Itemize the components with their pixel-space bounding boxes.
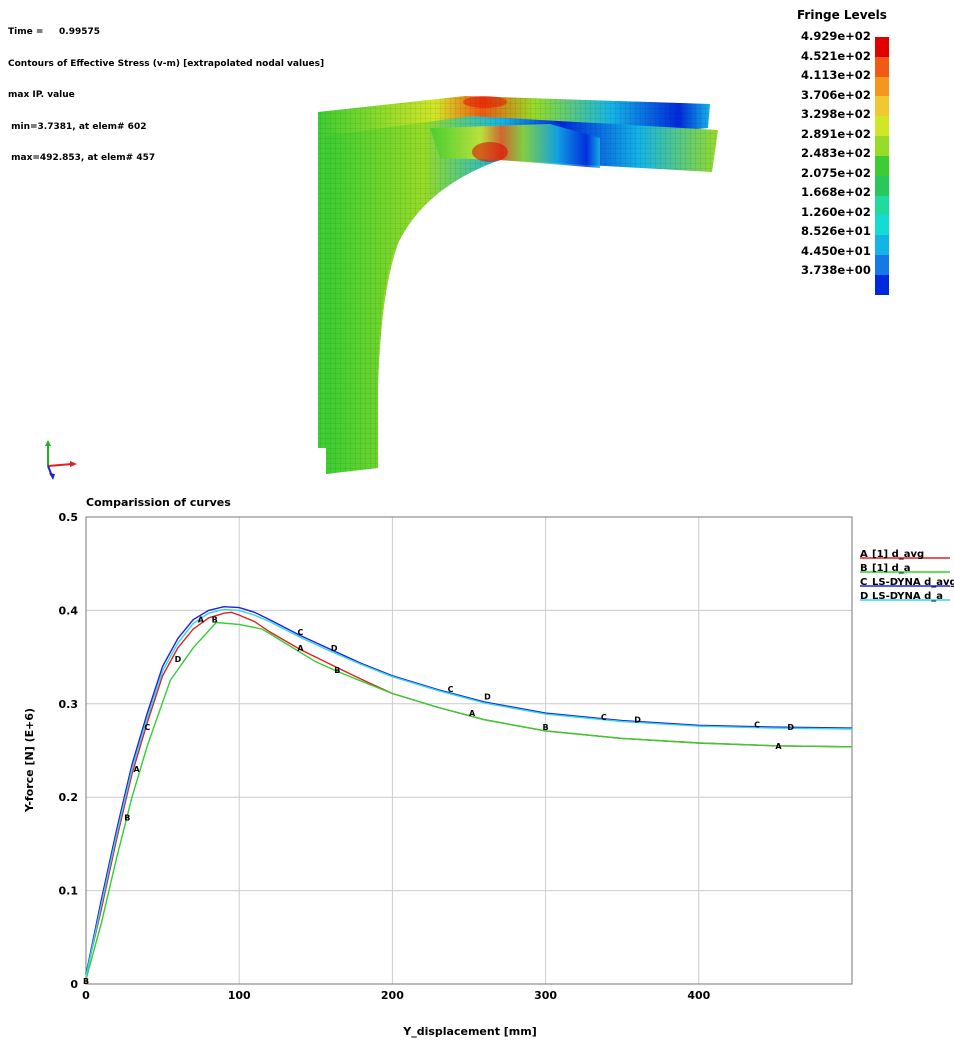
chart-title: Comparission of curves	[86, 496, 231, 509]
contour-type-line: Contours of Effective Stress (v-m) [extr…	[8, 58, 325, 69]
chart-grid	[85, 516, 852, 985]
series-marker-c: C	[448, 685, 454, 694]
series-marker-a: A	[133, 765, 140, 774]
fringe-level-label: 4.450e+01	[801, 243, 871, 258]
series-marker-b: B	[83, 977, 89, 986]
series-marker-d: D	[175, 655, 182, 664]
front-flange	[326, 96, 718, 474]
fringe-swatch	[875, 274, 889, 295]
fringe-level-label: 3.298e+02	[801, 107, 871, 121]
fringe-swatch	[875, 37, 889, 57]
legend-marker: C	[860, 577, 867, 588]
x-tick-label: 300	[534, 989, 557, 1002]
x-tick-label: 0	[82, 989, 90, 1002]
fringe-level-label: 8.526e+01	[801, 224, 871, 238]
series-marker-c: C	[754, 720, 760, 729]
fringe-swatch	[875, 96, 889, 117]
fringe-level-label: 1.668e+02	[801, 185, 871, 199]
legend-series-name: [1] d_a	[872, 563, 911, 574]
series-marker-b: B	[212, 616, 218, 625]
series-marker-d: D	[331, 644, 338, 653]
fringe-level-label: 3.738e+00	[801, 263, 871, 277]
series-marker-b: B	[124, 814, 130, 823]
x-tick-label: 400	[687, 989, 710, 1002]
axis-triad-icon	[45, 440, 77, 480]
series-marker-c: C	[601, 713, 607, 722]
tick-labels: 0 100 200 300 400 0 0.1 0.2 0.3 0.4 0.5	[59, 511, 711, 1002]
fringe-level-label: 2.075e+02	[801, 165, 871, 180]
fringe-level-label: 2.483e+02	[801, 146, 871, 160]
ip-value-line: max IP. value	[8, 90, 75, 100]
fringe-level-label: 4.521e+02	[801, 48, 871, 63]
legend-marker: A	[860, 549, 868, 560]
fringe-swatch	[875, 76, 889, 97]
comparison-chart: Comparission of curves 0 100 200 300 400 0 0.1…	[23, 496, 954, 1038]
fringe-swatch	[875, 255, 889, 275]
x-axis-label: Y_displacement [mm]	[402, 1025, 537, 1038]
contour-info: Time = 0.99575 Contours of Effective Str…	[8, 6, 324, 174]
series-marker-c: C	[144, 723, 150, 732]
y-tick-label: 0.4	[59, 604, 79, 617]
y-tick-label: 0.5	[59, 511, 79, 524]
max-line: max=492.853, at elem# 457	[8, 153, 156, 163]
x-tick-label: 200	[381, 989, 404, 1002]
y-tick-label: 0.3	[59, 698, 79, 711]
series-marker-c: C	[298, 628, 304, 637]
fringe-swatch	[875, 195, 889, 216]
legend-series-name: LS-DYNA d_a	[872, 591, 943, 602]
series-lines	[85, 605, 853, 980]
fringe-level-label: 4.929e+02	[801, 29, 871, 43]
series-marker-d: D	[787, 723, 794, 732]
fringe-swatch	[875, 136, 889, 156]
legend-series-name: [1] d_avg	[872, 549, 924, 560]
series-line-c	[85, 605, 853, 975]
fringe-swatch	[875, 235, 889, 256]
series-marker-d: D	[634, 716, 641, 725]
fringe-level-label: 1.260e+02	[801, 204, 871, 219]
time-line: Time = 0.99575	[8, 27, 101, 37]
y-axis-label: Y-force [N] (E+6)	[23, 708, 36, 813]
chart-legend: A [1] d_avg B [1] d_a C LS-DYNA d_avg D LS-DYNA…	[860, 549, 954, 602]
series-marker-a: A	[297, 644, 304, 653]
series-marker-b: B	[334, 666, 340, 675]
y-tick-label: 0	[70, 978, 78, 991]
series-line-a	[85, 611, 853, 975]
stress-contour-model	[318, 96, 718, 474]
fringe-level-label: 2.891e+02	[801, 126, 871, 141]
series-marker-a: A	[469, 709, 476, 718]
plot-frame	[85, 516, 853, 985]
fringe-labels: 4.929e+02 4.521e+02 4.113e+02 3.706e+02 3.29…	[801, 27, 871, 281]
y-tick-label: 0.2	[59, 791, 79, 804]
fringe-colorbar	[875, 37, 889, 295]
series-line-b	[85, 621, 853, 980]
fringe-swatch	[875, 215, 889, 236]
fringe-swatch	[875, 175, 889, 196]
series-marker-b: B	[543, 723, 549, 732]
x-tick-label: 100	[228, 989, 251, 1002]
legend-marker: B	[860, 563, 868, 574]
fringe-title: Fringe Levels	[797, 8, 887, 22]
series-marker-a: A	[775, 742, 782, 751]
fringe-swatch	[875, 56, 889, 77]
legend-series-name: LS-DYNA d_avg	[872, 577, 954, 588]
fringe-level-label: 3.706e+02	[801, 87, 871, 102]
fringe-level-label: 4.113e+02	[801, 68, 871, 82]
y-tick-label: 0.1	[59, 885, 79, 898]
fringe-swatch	[875, 155, 889, 176]
fringe-swatch	[875, 116, 889, 137]
legend-marker: D	[860, 591, 868, 602]
min-line: min=3.7381, at elem# 602	[8, 121, 147, 132]
series-line-d	[85, 608, 853, 977]
series-marker-a: A	[198, 616, 205, 625]
series-marker-d: D	[484, 692, 491, 701]
